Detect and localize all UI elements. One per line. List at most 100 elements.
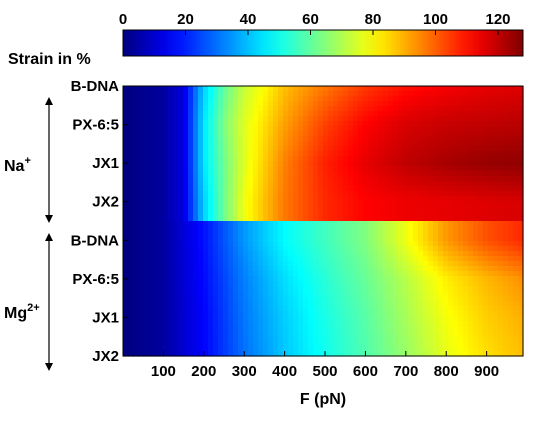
heatmap-cell xyxy=(488,226,494,232)
heatmap-cell xyxy=(213,161,219,167)
heatmap-cell xyxy=(503,261,509,267)
heatmap-cell xyxy=(263,151,269,157)
heatmap-cell xyxy=(383,341,389,347)
heatmap-cell xyxy=(453,181,459,187)
heatmap-cell xyxy=(213,241,219,247)
heatmap-cell xyxy=(163,266,169,272)
heatmap-cell xyxy=(468,131,474,137)
heatmap-cell xyxy=(318,281,324,287)
heatmap-cell xyxy=(208,196,214,202)
heatmap-cell xyxy=(153,351,159,357)
heatmap-cell xyxy=(398,146,404,152)
heatmap-cell xyxy=(123,141,129,147)
heatmap-cell xyxy=(248,336,254,342)
heatmap-cell xyxy=(418,286,424,292)
heatmap-cell xyxy=(403,196,409,202)
heatmap-cell xyxy=(463,136,469,142)
heatmap-cell xyxy=(158,141,164,147)
heatmap-cell xyxy=(468,111,474,117)
heatmap-cell xyxy=(413,156,419,162)
heatmap-cell xyxy=(313,271,319,277)
heatmap-cell xyxy=(358,146,364,152)
heatmap-cell xyxy=(193,131,199,137)
heatmap-cell xyxy=(308,116,314,122)
heatmap-cell xyxy=(333,216,339,222)
heatmap-cell xyxy=(418,251,424,257)
heatmap-cell xyxy=(513,286,519,292)
heatmap-cell xyxy=(428,116,434,122)
heatmap-cell xyxy=(323,221,329,227)
heatmap-cell xyxy=(473,251,479,257)
heatmap-cell xyxy=(333,201,339,207)
heatmap-cell xyxy=(198,246,204,252)
heatmap-cell xyxy=(143,126,149,132)
heatmap-cell xyxy=(393,191,399,197)
heatmap-cell xyxy=(478,296,484,302)
heatmap-cell xyxy=(348,161,354,167)
heatmap-cell xyxy=(213,231,219,237)
heatmap-cell xyxy=(503,186,509,192)
heatmap-cell xyxy=(168,141,174,147)
heatmap-cell xyxy=(318,166,324,172)
heatmap-cell xyxy=(203,351,209,357)
heatmap-cell xyxy=(158,166,164,172)
heatmap-cell xyxy=(518,296,524,302)
heatmap-cell xyxy=(348,136,354,142)
heatmap-cell xyxy=(208,271,214,277)
heatmap-cell xyxy=(503,191,509,197)
heatmap-cell xyxy=(163,201,169,207)
heatmap-cell xyxy=(283,281,289,287)
heatmap-cell xyxy=(203,331,209,337)
heatmap-cell xyxy=(133,196,139,202)
heatmap-cell xyxy=(443,301,449,307)
heatmap-cell xyxy=(188,246,194,252)
heatmap-cell xyxy=(358,191,364,197)
heatmap-cell xyxy=(513,261,519,267)
heatmap-cell xyxy=(293,216,299,222)
heatmap-cell xyxy=(268,336,274,342)
heatmap-cell xyxy=(418,256,424,262)
heatmap-cell xyxy=(513,226,519,232)
heatmap-cell xyxy=(223,331,229,337)
heatmap-cell xyxy=(498,226,504,232)
heatmap-cell xyxy=(453,156,459,162)
heatmap-cell xyxy=(308,106,314,112)
heatmap-cell xyxy=(208,131,214,137)
heatmap-cell xyxy=(433,146,439,152)
heatmap-cell xyxy=(258,206,264,212)
heatmap-cell xyxy=(138,311,144,317)
heatmap-cell xyxy=(373,111,379,117)
heatmap-cell xyxy=(318,266,324,272)
heatmap-cell xyxy=(463,131,469,137)
heatmap-cell xyxy=(413,316,419,322)
heatmap-cell xyxy=(358,196,364,202)
y-tick-label: PX-6:5 xyxy=(72,271,119,288)
heatmap-cell xyxy=(453,141,459,147)
heatmap-cell xyxy=(228,206,234,212)
heatmap-cell xyxy=(258,326,264,332)
heatmap-cell xyxy=(188,271,194,277)
heatmap-cell xyxy=(358,221,364,227)
heatmap-cell xyxy=(488,296,494,302)
heatmap-cell xyxy=(128,91,134,97)
heatmap-cell xyxy=(153,256,159,262)
heatmap-cell xyxy=(253,351,259,357)
heatmap-cell xyxy=(153,221,159,227)
heatmap-cell xyxy=(198,166,204,172)
heatmap-cell xyxy=(298,291,304,297)
heatmap-cell xyxy=(493,271,499,277)
heatmap-cell xyxy=(163,231,169,237)
heatmap-cell xyxy=(388,161,394,167)
heatmap-cell xyxy=(378,261,384,267)
heatmap-cell xyxy=(333,251,339,257)
heatmap-cell xyxy=(253,266,259,272)
heatmap-cell xyxy=(333,126,339,132)
heatmap-cell xyxy=(478,186,484,192)
heatmap-cell xyxy=(438,156,444,162)
heatmap-cell xyxy=(518,281,524,287)
colorbar-tick-label: 120 xyxy=(485,11,510,28)
heatmap-cell xyxy=(298,326,304,332)
heatmap-cell xyxy=(293,286,299,292)
heatmap-cell xyxy=(303,246,309,252)
heatmap-cell xyxy=(418,131,424,137)
